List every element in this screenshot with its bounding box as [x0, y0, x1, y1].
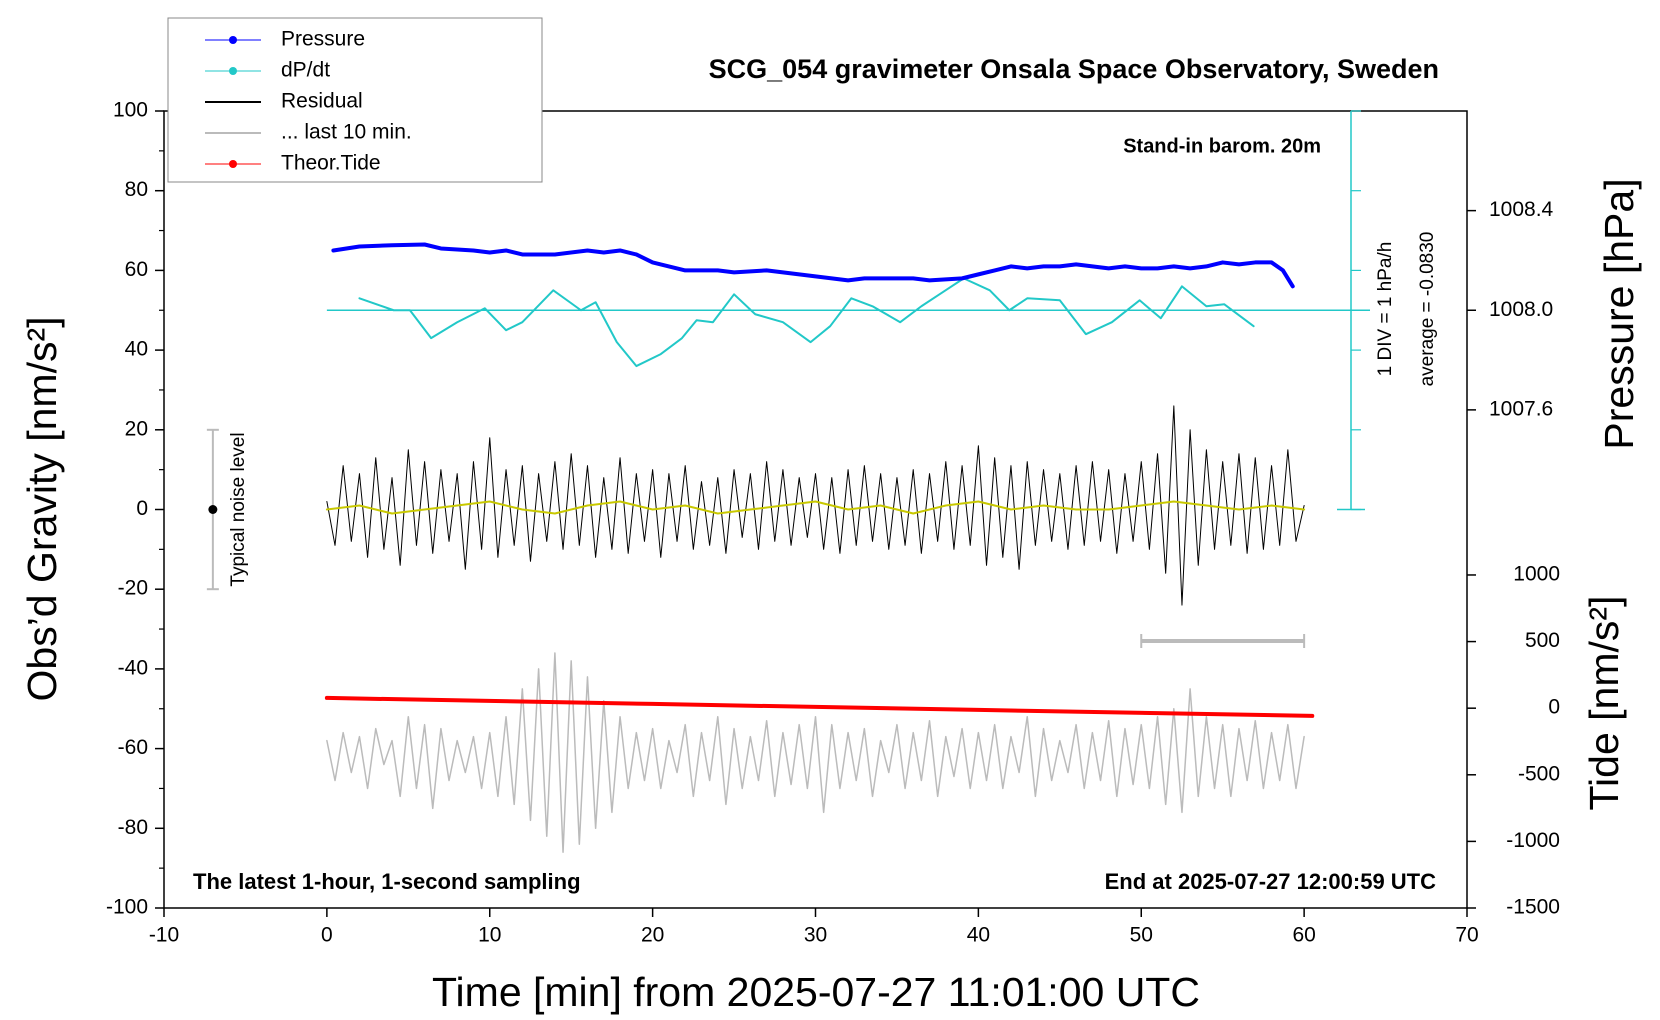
barometer-note: Stand-in barom. 20m	[1123, 135, 1321, 157]
x-tick-label: 50	[1130, 924, 1153, 947]
dpdt-scale-note: 1 DIV = 1 hPa/h	[1375, 242, 1396, 377]
x-tick-label: 30	[804, 924, 827, 947]
y3-tick-label: 0	[1548, 696, 1560, 719]
series-line	[326, 405, 1305, 606]
dpdt-average-note: average = -0.0830	[1417, 232, 1438, 387]
y2-axis-label: Pressure [hPa]	[1596, 178, 1642, 449]
series-line	[326, 652, 1305, 853]
y-tick-label: 80	[125, 178, 148, 201]
legend-marker	[229, 36, 237, 44]
y3-tick-label: 1000	[1513, 563, 1560, 586]
series-line	[331, 242, 1295, 289]
series-line	[325, 500, 1306, 515]
y-tick-label: 20	[125, 417, 148, 440]
y-tick-label: -80	[118, 816, 148, 839]
legend-box	[167, 17, 543, 183]
noise-bar-center	[208, 505, 218, 514]
series-line	[358, 277, 1255, 368]
legend-marker	[229, 67, 237, 75]
y3-tick-label: -1000	[1506, 829, 1560, 852]
x-tick-label: 40	[967, 924, 990, 947]
y2-tick-label: 1008.4	[1489, 198, 1554, 221]
y-tick-label: -60	[118, 736, 148, 759]
x-tick-label: 70	[1455, 924, 1478, 947]
y3-tick-label: -1500	[1506, 896, 1560, 919]
series-line	[324, 695, 1315, 718]
y2-tick-label: 1008.0	[1489, 298, 1553, 321]
end-time-note: End at 2025-07-27 12:00:59 UTC	[1105, 869, 1436, 894]
legend: Pressure dP/dt Residual ... last 10 min. The…	[167, 17, 543, 183]
sampling-note: The latest 1-hour, 1-second sampling	[193, 869, 581, 894]
y-tick-label: -100	[106, 896, 148, 919]
y3-axis-label: Tide [nm/s²]	[1581, 596, 1627, 811]
legend-label: dP/dt	[281, 59, 330, 82]
y2-tick-label: 1007.6	[1489, 397, 1553, 420]
y-axis-label: Obs’d Gravity [nm/s²]	[19, 316, 65, 701]
x-tick-label: 10	[478, 924, 501, 947]
noise-bar-label: Typical noise level	[228, 432, 249, 586]
chart-title: SCG_054 gravimeter Onsala Space Observat…	[709, 54, 1439, 84]
legend-marker	[229, 160, 237, 168]
x-axis-label: Time [min] from 2025-07-27 11:01:00 UTC	[432, 969, 1200, 1015]
x-tick-label: 0	[321, 924, 333, 947]
y3-tick-label: -500	[1518, 762, 1560, 785]
y-tick-label: -40	[118, 656, 148, 679]
legend-label: ... last 10 min.	[281, 121, 412, 144]
x-tick-label: -10	[149, 924, 179, 947]
legend-label: Theor.Tide	[281, 152, 381, 175]
y-tick-label: 0	[136, 497, 148, 520]
legend-label: Pressure	[281, 28, 365, 51]
x-tick-label: 60	[1292, 924, 1315, 947]
y3-tick-label: 500	[1525, 629, 1560, 652]
y-tick-label: 60	[125, 258, 148, 281]
plot-frame	[163, 110, 1468, 909]
x-tick-label: 20	[641, 924, 664, 947]
y-tick-label: 40	[125, 338, 148, 361]
legend-label: Residual	[281, 90, 363, 113]
y-tick-label: -20	[118, 577, 148, 600]
y-tick-label: 100	[113, 99, 148, 122]
